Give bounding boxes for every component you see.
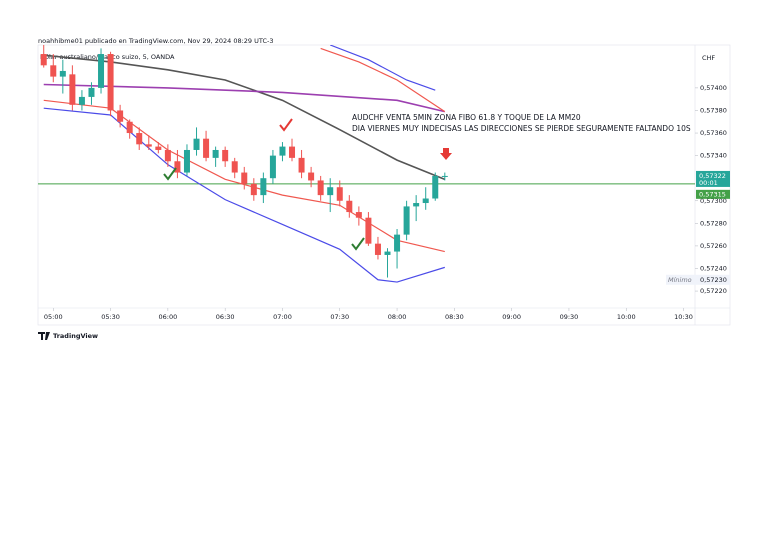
candle-body (422, 198, 429, 204)
candle-body (317, 180, 324, 196)
candle-body (222, 149, 229, 162)
y-tick-label: 0,57240 (700, 264, 727, 272)
candle-body (413, 203, 420, 207)
candle-body (145, 144, 152, 147)
annotation: AUDCHF VENTA 5MIN ZONA FIBO 61.8 Y TOQUE… (352, 113, 581, 122)
candle-body (78, 96, 85, 105)
y-tick-label: 0,57340 (700, 152, 727, 160)
candle-body (365, 217, 372, 244)
candle-body (203, 138, 210, 158)
candle-body (136, 133, 143, 145)
candle-body (183, 149, 190, 173)
x-tick-label: 08:30 (445, 313, 464, 321)
candle-body (298, 157, 305, 173)
candle-body (69, 74, 76, 105)
y-tick-label: 0,57300 (700, 197, 727, 205)
last-price-label: 0,57322 (699, 172, 726, 180)
x-tick-label: 06:00 (159, 313, 178, 321)
candle-body (269, 155, 276, 179)
candle-body (441, 175, 448, 177)
annotation: DIA VIERNES MUY INDECISAS LAS DIRECCIONE… (352, 124, 691, 133)
candle-body (327, 187, 334, 196)
tv-logo (38, 332, 50, 340)
x-tick-label: 09:30 (560, 313, 579, 321)
candle-body (260, 178, 267, 196)
y-tick-label: 0,57360 (700, 129, 727, 137)
candle-body (212, 149, 219, 158)
y-tick-label: 0,57220 (700, 287, 727, 295)
candle-body (336, 187, 343, 201)
countdown: 00:01 (699, 179, 718, 187)
candle-body (50, 65, 57, 77)
candle-body (346, 200, 353, 213)
candle-body (164, 149, 171, 162)
candle-layer (40, 45, 448, 278)
candle-body (355, 212, 362, 218)
check-icon (279, 118, 293, 132)
candle-body (117, 110, 124, 122)
y-tick-label: 0,57280 (700, 219, 727, 227)
indicator-layer (38, 45, 695, 283)
y-tick-label: 0,57400 (700, 84, 727, 92)
candle-body (40, 54, 47, 66)
minimum-box (666, 274, 730, 285)
last-price-box (696, 170, 730, 187)
candle-body (126, 121, 133, 134)
candle-body (98, 54, 105, 88)
candle-body (374, 243, 381, 255)
x-tick-label: 09:00 (502, 313, 521, 321)
candle-body (432, 175, 439, 199)
currency: CHF (702, 54, 715, 62)
indicator-line (43, 83, 445, 113)
candle-body (107, 54, 114, 111)
arrow-down-icon (440, 148, 452, 160)
hline-label: 0,57315 (699, 190, 726, 198)
author-line: noahhibme01 publicado en TradingView.com… (38, 37, 274, 45)
indicator-line (43, 54, 446, 181)
x-tick-label: 05:00 (44, 313, 63, 321)
y-tick-label: 0,57380 (700, 106, 727, 114)
symbol: Dólar australiano/Franco suizo, 5, OANDA (40, 53, 175, 61)
candle-body (231, 161, 238, 173)
axis-layer: 0,572200,572400,572600,572800,573000,573… (44, 84, 730, 321)
candle-body (193, 138, 200, 150)
brand: TradingView (53, 332, 98, 340)
indicator-line (329, 45, 436, 91)
indicator-line (320, 47, 446, 113)
candle-body (174, 161, 181, 173)
candle-body (279, 146, 286, 156)
x-tick-label: 06:30 (216, 313, 235, 321)
minimum-title: Mínimo (668, 276, 692, 284)
x-tick-label: 08:00 (388, 313, 407, 321)
candle-body (403, 206, 410, 235)
x-tick-label: 05:30 (101, 313, 120, 321)
x-tick-label: 07:00 (273, 313, 292, 321)
hline-box (696, 189, 730, 199)
candle-body (59, 70, 66, 77)
candle-body (155, 146, 162, 150)
x-tick-label: 10:00 (617, 313, 636, 321)
candle-body (88, 87, 95, 97)
candle-body (289, 146, 296, 158)
y-tick-label: 0,57260 (700, 242, 727, 250)
candle-body (394, 234, 401, 252)
candle-body (250, 183, 257, 196)
check-icon (163, 167, 177, 181)
check-icon (351, 237, 365, 251)
candle-body (308, 172, 315, 181)
x-tick-label: 07:30 (330, 313, 349, 321)
x-tick-label: 10:30 (674, 313, 693, 321)
candle-body (241, 172, 248, 184)
minimum-label: 0,57230 (700, 276, 727, 284)
candle-body (384, 251, 391, 255)
